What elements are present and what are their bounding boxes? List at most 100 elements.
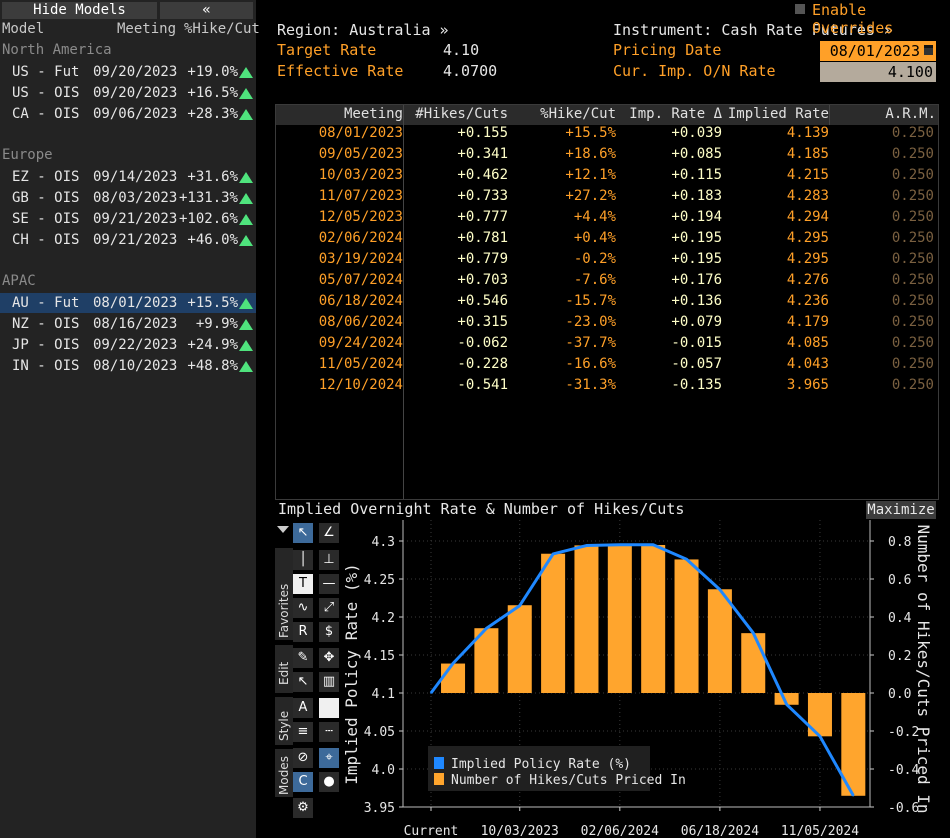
table-cell: +0.546 — [457, 293, 508, 309]
cur-imp-rate-value[interactable]: 4.100 — [887, 63, 933, 81]
table-cell: 12/05/2023 — [318, 209, 403, 225]
group-header: North America — [2, 42, 112, 58]
line-weight-icon[interactable]: ≡ — [293, 722, 313, 742]
table-cell: +0.183 — [671, 188, 722, 204]
select-cursor-icon[interactable]: ↖ — [293, 523, 313, 543]
model-row[interactable]: SE - OIS 09/21/2023 +102.6% — [0, 209, 256, 229]
tab-favorites[interactable]: Favorites — [275, 548, 293, 640]
y2-tick-label: 0.4 — [888, 611, 912, 626]
model-row[interactable]: US - OIS 09/20/2023 +16.5% — [0, 83, 256, 103]
model-row[interactable]: US - Fut 09/20/2023 +19.0% — [0, 62, 256, 82]
y2-tick-label: 0.6 — [888, 573, 911, 588]
table-cell: 09/05/2023 — [318, 146, 403, 162]
settings-gear-icon[interactable]: ⚙ — [293, 798, 313, 818]
table-col-header[interactable]: Implied Rate — [727, 106, 829, 122]
draw-line-icon[interactable]: ∠ — [319, 523, 339, 543]
implied-rate-point — [819, 735, 821, 738]
model-hike-pct: +31.6% — [187, 169, 238, 185]
table-col-header[interactable]: A.R.M. — [885, 106, 936, 122]
font-style-icon[interactable]: A — [293, 698, 313, 718]
table-cell: 3.965 — [786, 377, 829, 393]
regression-icon[interactable]: R — [293, 622, 313, 642]
y-tick-label: 4.05 — [364, 725, 395, 740]
y2-tick-label: 0.8 — [888, 535, 911, 550]
model-hike-pct: +16.5% — [187, 85, 238, 101]
col-header-model[interactable]: Model — [2, 21, 45, 37]
toolbar-menu-arrow-icon[interactable] — [277, 526, 289, 533]
y-tick-label: 4.2 — [372, 611, 395, 626]
horizontal-line-icon[interactable]: — — [319, 574, 339, 594]
model-row[interactable]: GB - OIS 08/03/2023 +131.3% — [0, 188, 256, 208]
target-rate-label: Target Rate — [277, 41, 377, 59]
y-tick-label: 3.95 — [364, 801, 395, 816]
percent-measure-icon[interactable]: ⊥ — [319, 550, 339, 570]
tab-edit[interactable]: Edit — [275, 645, 293, 693]
pricing-date-label: Pricing Date — [613, 41, 722, 59]
model-row[interactable]: CA - OIS 09/06/2023 +28.3% — [0, 104, 256, 124]
color-palette-icon[interactable]: ● — [319, 772, 339, 792]
legend-swatch-line — [434, 757, 444, 769]
implied-rate-chart[interactable]: 4.3 4.25 4.2 4.15 4.1 4.05 4.0 3.95 0.8 0.6 0.4 0.2… — [340, 520, 950, 838]
model-meeting-date: 09/06/2023 — [93, 106, 178, 122]
snap-mode-icon[interactable]: C — [293, 772, 313, 792]
magnet-icon[interactable]: ⊘ — [293, 748, 313, 768]
table-col-header[interactable]: %Hike/Cut — [540, 106, 616, 122]
col-header-meeting[interactable]: Meeting — [117, 21, 177, 37]
calendar-icon[interactable] — [924, 45, 933, 55]
enable-overrides-checkbox[interactable] — [795, 4, 805, 14]
model-row[interactable]: JP - OIS 09/22/2023 +24.9% — [0, 335, 256, 355]
crosshair-icon[interactable]: ⌖ — [319, 748, 339, 768]
vertical-line-icon[interactable]: │ — [293, 550, 313, 570]
table-col-header[interactable]: Imp. Rate Δ — [629, 106, 722, 122]
y2-axis-label: Number of Hikes/Cuts Priced In — [914, 525, 933, 814]
pencil-icon[interactable]: ✎ — [293, 648, 313, 668]
model-row[interactable]: CH - OIS 09/21/2023 +46.0% — [0, 230, 256, 250]
hide-models-button[interactable]: Hide Models — [2, 2, 157, 19]
model-row[interactable]: AU - Fut 08/01/2023 +15.5% — [0, 293, 256, 313]
tab-modes[interactable]: Modes — [275, 749, 293, 797]
model-name: IN - OIS — [12, 358, 80, 374]
model-meeting-date: 09/22/2023 — [93, 337, 178, 353]
trend-icon[interactable]: ∿ — [293, 598, 313, 618]
pointer-edit-icon[interactable]: ↖ — [293, 672, 313, 692]
price-range-icon[interactable]: $ — [319, 622, 339, 642]
instrument-selector[interactable]: Instrument: Cash Rate Futures » — [613, 21, 893, 39]
y2-tick-label: 0.2 — [888, 649, 911, 664]
line-style-icon[interactable]: ┄ — [319, 722, 339, 742]
collapse-panel-button[interactable]: « — [160, 2, 253, 19]
y-tick-label: 4.3 — [372, 535, 395, 550]
legend-label: Number of Hikes/Cuts Priced In — [451, 773, 686, 788]
legend-box — [428, 746, 650, 791]
table-cell: +0.462 — [457, 167, 508, 183]
region-selector[interactable]: Region: Australia » — [277, 21, 449, 39]
table-cell: -37.7% — [565, 335, 616, 351]
col-header-hike[interactable]: %Hike/Cut — [184, 21, 260, 37]
table-col-header[interactable]: #Hikes/Cuts — [415, 106, 508, 122]
table-cell: -0.228 — [457, 356, 508, 372]
table-col-header[interactable]: Meeting — [343, 106, 403, 122]
table-cell: -0.015 — [671, 335, 722, 351]
move-icon[interactable]: ✥ — [319, 648, 339, 668]
model-row[interactable]: NZ - OIS 08/16/2023 +9.9% — [0, 314, 256, 334]
table-cell: +0.136 — [671, 293, 722, 309]
cur-imp-rate-field[interactable]: 4.100 — [820, 62, 936, 82]
model-name: AU - Fut — [12, 295, 80, 311]
model-hike-pct: +15.5% — [187, 295, 238, 311]
tab-style[interactable]: Style — [275, 697, 293, 745]
pricing-date-value[interactable]: 08/01/2023 — [829, 42, 920, 60]
enable-overrides-label[interactable]: Enable Overrides — [812, 1, 894, 37]
trash-icon[interactable]: ▥ — [319, 672, 339, 692]
maximize-button[interactable]: Maximize — [866, 501, 936, 519]
fill-color-icon[interactable] — [319, 698, 339, 718]
model-row[interactable]: IN - OIS 08/10/2023 +48.8% — [0, 356, 256, 376]
table-cell: 0.250 — [891, 314, 934, 330]
table-cell: -15.7% — [565, 293, 616, 309]
legend-swatch-bar — [434, 773, 444, 785]
text-tool-icon[interactable]: T — [293, 574, 313, 594]
y2-tick-label: -0.6 — [888, 801, 919, 816]
ray-icon[interactable]: ⤢ — [319, 598, 339, 618]
pricing-date-field[interactable]: 08/01/2023 — [820, 41, 936, 61]
hikes-bar — [541, 553, 566, 693]
model-row[interactable]: EZ - OIS 09/14/2023 +31.6% — [0, 167, 256, 187]
implied-rate-point — [518, 604, 521, 607]
